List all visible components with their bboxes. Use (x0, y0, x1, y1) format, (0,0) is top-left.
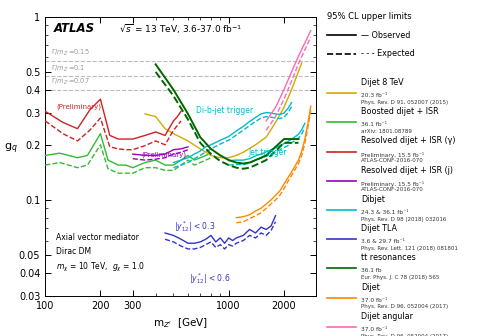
Text: Jet trigger: Jet trigger (248, 148, 287, 157)
Text: Phys. Rev. D 96, 052004 (2017): Phys. Rev. D 96, 052004 (2017) (361, 304, 447, 309)
Text: Phys. Rev. D 91, 052007 (2015): Phys. Rev. D 91, 052007 (2015) (361, 100, 447, 105)
Text: $m_\chi$ = 10 TeV,  $g_\chi$ = 1.0: $m_\chi$ = 10 TeV, $g_\chi$ = 1.0 (56, 261, 145, 274)
Text: (Preliminary): (Preliminary) (56, 104, 101, 110)
Text: 37.0 fb⁻¹: 37.0 fb⁻¹ (361, 298, 387, 303)
Text: Resolved dijet + ISR (γ): Resolved dijet + ISR (γ) (361, 136, 455, 145)
Text: $|y^*_{12}|$ < 0.6: $|y^*_{12}|$ < 0.6 (189, 271, 230, 286)
Text: $\Gamma/m_{Z^\prime}$=0.07: $\Gamma/m_{Z^\prime}$=0.07 (51, 77, 90, 87)
Text: Phys. Rev. Lett. 121 (2018) 081801: Phys. Rev. Lett. 121 (2018) 081801 (361, 246, 457, 251)
Text: tt resonances: tt resonances (361, 253, 415, 262)
Text: Dirac DM: Dirac DM (56, 247, 91, 256)
Text: Preliminary, 15.5 fb⁻¹: Preliminary, 15.5 fb⁻¹ (361, 152, 423, 158)
Text: Phys. Rev. D 96, 052004 (2017): Phys. Rev. D 96, 052004 (2017) (361, 334, 447, 336)
Text: $\Gamma/m_{Z^\prime}$=0.1: $\Gamma/m_{Z^\prime}$=0.1 (51, 64, 86, 74)
Text: ATLAS-CONF-2016-070: ATLAS-CONF-2016-070 (361, 187, 423, 193)
Text: Resolved dijet + ISR (j): Resolved dijet + ISR (j) (361, 166, 452, 175)
Text: 3.6 & 29.7 fb⁻¹: 3.6 & 29.7 fb⁻¹ (361, 239, 404, 244)
Text: $\sqrt{s}$ = 13 TeV, 3.6-37.0 fb$^{-1}$: $\sqrt{s}$ = 13 TeV, 3.6-37.0 fb$^{-1}$ (119, 23, 242, 36)
Text: Dibjet: Dibjet (361, 195, 384, 204)
Text: 20.3 fb⁻¹: 20.3 fb⁻¹ (361, 93, 387, 98)
Text: Di-b-jet trigger: Di-b-jet trigger (195, 106, 252, 115)
Text: Dijet 8 TeV: Dijet 8 TeV (361, 78, 403, 87)
Text: - - - Expected: - - - Expected (361, 49, 414, 58)
Text: Dijet angular: Dijet angular (361, 312, 412, 321)
X-axis label: m$_{Z^{\prime}}$  [GeV]: m$_{Z^{\prime}}$ [GeV] (153, 316, 208, 330)
Text: Boosted dijet + ISR: Boosted dijet + ISR (361, 107, 438, 116)
Text: Eur. Phys. J. C 78 (2018) 565: Eur. Phys. J. C 78 (2018) 565 (361, 275, 439, 280)
Text: 36.1 fb⁻¹: 36.1 fb⁻¹ (361, 122, 386, 127)
Text: ATLAS: ATLAS (53, 23, 94, 35)
Text: 95% CL upper limits: 95% CL upper limits (327, 12, 411, 21)
Text: 24.3 & 36.1 fb⁻¹: 24.3 & 36.1 fb⁻¹ (361, 210, 408, 215)
Text: 36.1 fb: 36.1 fb (361, 268, 381, 274)
Text: $|y^*_{12}|$ < 0.3: $|y^*_{12}|$ < 0.3 (174, 219, 215, 234)
Y-axis label: g$_q$: g$_q$ (4, 142, 18, 156)
Text: Dijet TLA: Dijet TLA (361, 224, 396, 233)
Text: 37.0 fb⁻¹: 37.0 fb⁻¹ (361, 327, 387, 332)
Text: Preliminary, 15.5 fb⁻¹: Preliminary, 15.5 fb⁻¹ (361, 181, 423, 187)
Text: Phys. Rev. D 98 (2018) 032016: Phys. Rev. D 98 (2018) 032016 (361, 217, 446, 222)
Text: $\Gamma/m_{Z^\prime}$=0.15: $\Gamma/m_{Z^\prime}$=0.15 (51, 48, 90, 58)
Text: Dijet: Dijet (361, 283, 379, 292)
Text: Axial vector mediator: Axial vector mediator (56, 233, 139, 242)
Text: (Preliminary): (Preliminary) (141, 152, 186, 158)
Text: — Observed: — Observed (361, 31, 410, 40)
Text: ATLAS-CONF-2016-070: ATLAS-CONF-2016-070 (361, 158, 423, 163)
Text: arXiv: 1801.08789: arXiv: 1801.08789 (361, 129, 411, 134)
